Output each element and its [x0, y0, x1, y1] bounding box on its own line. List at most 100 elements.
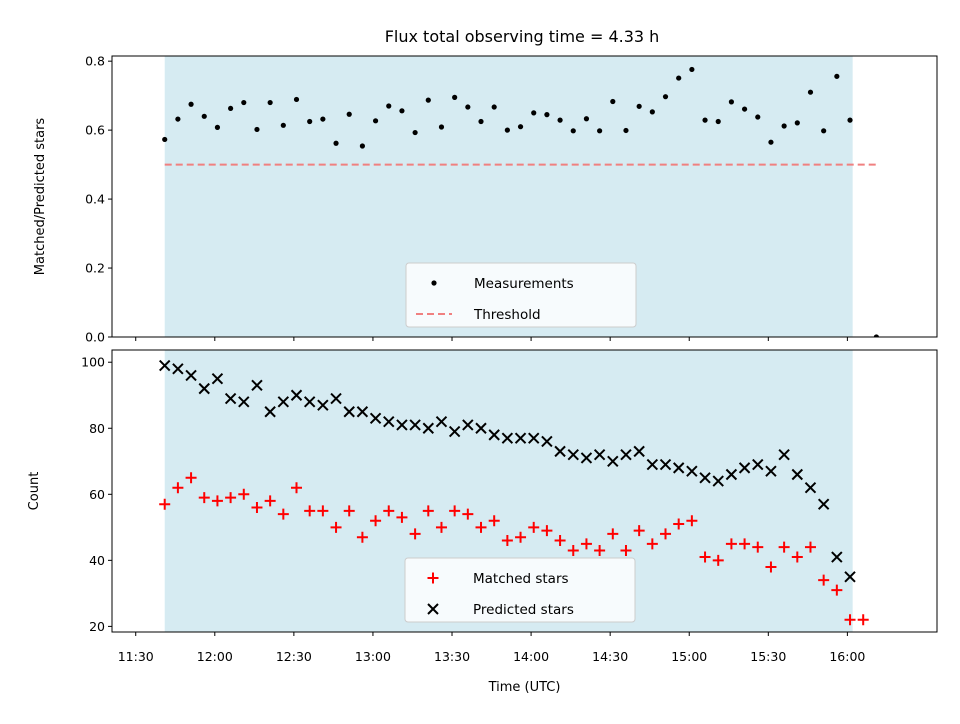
series-predicted-stars	[159, 359, 856, 583]
matched-point	[831, 584, 843, 596]
measurement-point	[346, 111, 352, 117]
measurement-point	[201, 113, 207, 119]
predicted-point	[211, 373, 224, 385]
measurement-point	[636, 103, 642, 109]
measurement-point	[847, 117, 853, 123]
predicted-point	[686, 465, 698, 477]
predicted-point	[580, 452, 593, 464]
y-tick-label: 0.6	[85, 123, 105, 138]
predicted-point	[159, 359, 171, 372]
figure-title: Flux total observing time = 4.33 h	[385, 27, 660, 46]
matched-point	[330, 521, 342, 533]
matched-point	[765, 561, 777, 573]
measurement-point	[425, 97, 431, 103]
predicted-point	[238, 396, 250, 408]
measurement-point	[676, 75, 682, 81]
y-tick-label: 0.8	[85, 54, 105, 69]
matched-point	[251, 502, 263, 514]
matched-point	[580, 538, 592, 550]
matched-point	[528, 521, 540, 533]
matched-point	[752, 541, 764, 553]
predicted-point	[303, 396, 316, 408]
matched-point	[739, 538, 751, 550]
measurement-point	[320, 116, 326, 122]
matched-point	[541, 525, 553, 537]
predicted-point	[554, 445, 566, 458]
measurement-point	[517, 124, 524, 130]
predicted-point	[422, 422, 435, 434]
predicted-point	[778, 448, 790, 461]
x-tick-label: 11:30	[118, 649, 154, 664]
measurement-point	[504, 127, 510, 133]
legend-box	[404, 557, 636, 623]
measurement-point	[399, 108, 405, 114]
predicted-point	[738, 462, 751, 474]
y-tick-label: 0.4	[85, 192, 105, 207]
matched-point	[396, 511, 408, 523]
matched-point	[791, 551, 803, 563]
matched-point	[343, 505, 355, 517]
y-tick-label: 80	[89, 421, 105, 436]
matched-point	[356, 531, 368, 543]
matched-point	[370, 515, 382, 527]
matched-point	[699, 551, 711, 563]
measurement-point	[412, 129, 418, 136]
matched-point	[159, 498, 171, 510]
predicted-point	[712, 475, 724, 487]
matched-point	[554, 535, 566, 547]
measurement-point	[452, 94, 458, 100]
predicted-point	[541, 435, 553, 448]
x-tick-label: 12:00	[197, 649, 233, 664]
x-tick-label: 13:00	[355, 649, 391, 664]
x-tick-label: 15:30	[750, 649, 786, 664]
predicted-point	[488, 429, 500, 441]
measurement-point	[807, 89, 814, 95]
measurement-point	[557, 117, 563, 123]
matched-point	[804, 541, 816, 553]
predicted-point	[791, 468, 804, 481]
predicted-point	[290, 389, 303, 401]
matched-point	[264, 495, 276, 507]
measurement-point	[254, 126, 260, 133]
legend-box	[405, 262, 637, 328]
matched-point	[304, 505, 316, 517]
matched-point	[435, 521, 447, 533]
predicted-point	[501, 432, 514, 444]
predicted-point	[831, 551, 843, 563]
plot-area	[159, 359, 869, 626]
measurement-point	[570, 128, 576, 134]
matched-point	[857, 614, 869, 626]
measurement-point	[162, 136, 168, 143]
predicted-point	[383, 415, 395, 428]
predicted-point	[817, 498, 830, 510]
predicted-point	[699, 472, 711, 484]
predicted-point	[264, 406, 276, 418]
predicted-point	[356, 406, 369, 418]
predicted-point	[514, 432, 527, 444]
matched-point	[462, 508, 474, 520]
predicted-point	[448, 425, 461, 438]
predicted-point	[646, 458, 659, 471]
y-tick-label: 60	[89, 487, 105, 502]
y-tick-label: 0.0	[85, 330, 105, 345]
predicted-point	[251, 379, 263, 392]
matched-point	[686, 515, 698, 527]
predicted-point	[317, 399, 329, 411]
predicted-point	[528, 432, 540, 444]
measurement-point	[741, 106, 748, 112]
predicted-point	[620, 448, 632, 461]
predicted-point	[172, 363, 184, 375]
measurement-point	[834, 73, 840, 79]
matched-point	[449, 505, 461, 517]
y-tick-label: 0.2	[85, 261, 105, 276]
matched-point	[317, 505, 329, 517]
measurement-point	[728, 99, 735, 105]
measurement-point	[649, 109, 655, 115]
y-axis-label: Matched/Predicted stars	[33, 118, 48, 276]
matched-point	[198, 492, 210, 504]
matched-point	[488, 515, 500, 527]
matched-point	[725, 538, 737, 550]
predicted-point	[804, 481, 817, 494]
predicted-point	[330, 392, 342, 405]
